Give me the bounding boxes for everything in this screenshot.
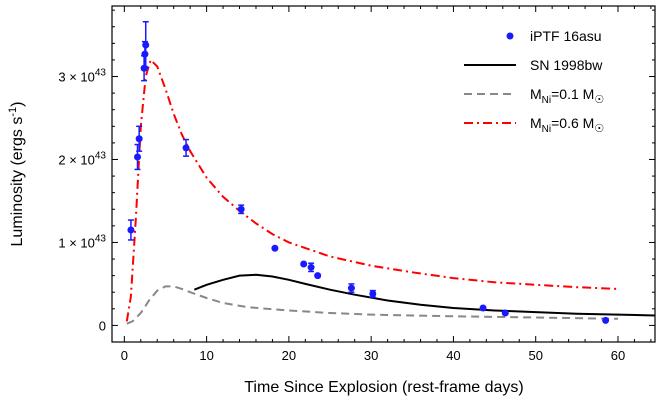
- x-axis-label: Time Since Explosion (rest-frame days): [244, 379, 524, 396]
- data-point: [479, 304, 487, 312]
- x-tick-label: 30: [364, 348, 378, 363]
- legend-label-sn98: SN 1998bw: [530, 57, 603, 73]
- x-axis-ticks: 0 10 20 30 40 50 60: [121, 6, 652, 363]
- data-point: [347, 284, 355, 292]
- data-point: [300, 260, 308, 268]
- data-point: [237, 205, 245, 213]
- data-point: [182, 144, 190, 152]
- data-point: [271, 244, 279, 252]
- legend-label-obs: iPTF 16asu: [530, 28, 602, 44]
- data-point: [369, 290, 377, 298]
- data-point: [127, 226, 135, 234]
- data-point: [307, 263, 315, 271]
- series-line-ni06: [125, 57, 619, 322]
- x-tick-label: 50: [528, 348, 542, 363]
- legend-swatch-obs: [506, 32, 514, 40]
- x-tick-label: 40: [446, 348, 460, 363]
- y-tick-label: 2 × 1043: [58, 150, 106, 167]
- x-tick-label: 60: [611, 348, 625, 363]
- series-line-ni01: [126, 285, 619, 325]
- plot-area: [111, 5, 656, 343]
- series-line-sn98: [193, 273, 656, 317]
- data-point: [602, 316, 610, 324]
- data-point: [135, 135, 143, 143]
- y-axis-ticks: 0 1 × 1043 2 × 1043 3 × 1043: [58, 9, 655, 333]
- data-point: [134, 153, 142, 161]
- data-point: [142, 41, 150, 49]
- data-point: [314, 272, 322, 280]
- legend-label-ni06: MNi=0.6 M☉: [530, 115, 604, 135]
- data-point: [141, 50, 149, 58]
- legend-label-ni01: MNi=0.1 M☉: [530, 86, 604, 106]
- x-tick-label: 20: [282, 348, 296, 363]
- y-axis-label: Luminosity (ergs s-1): [7, 102, 26, 247]
- x-tick-label: 0: [121, 348, 128, 363]
- y-tick-label: 1 × 1043: [58, 233, 106, 250]
- y-tick-label: 0: [99, 318, 106, 333]
- x-tick-label: 10: [199, 348, 213, 363]
- y-tick-label: 3 × 1043: [58, 68, 106, 85]
- plot-frame: [111, 5, 656, 343]
- data-point: [501, 309, 509, 317]
- legend: iPTF 16asu SN 1998bw MNi=0.1 M☉ MNi=0.6 M☉: [464, 28, 604, 135]
